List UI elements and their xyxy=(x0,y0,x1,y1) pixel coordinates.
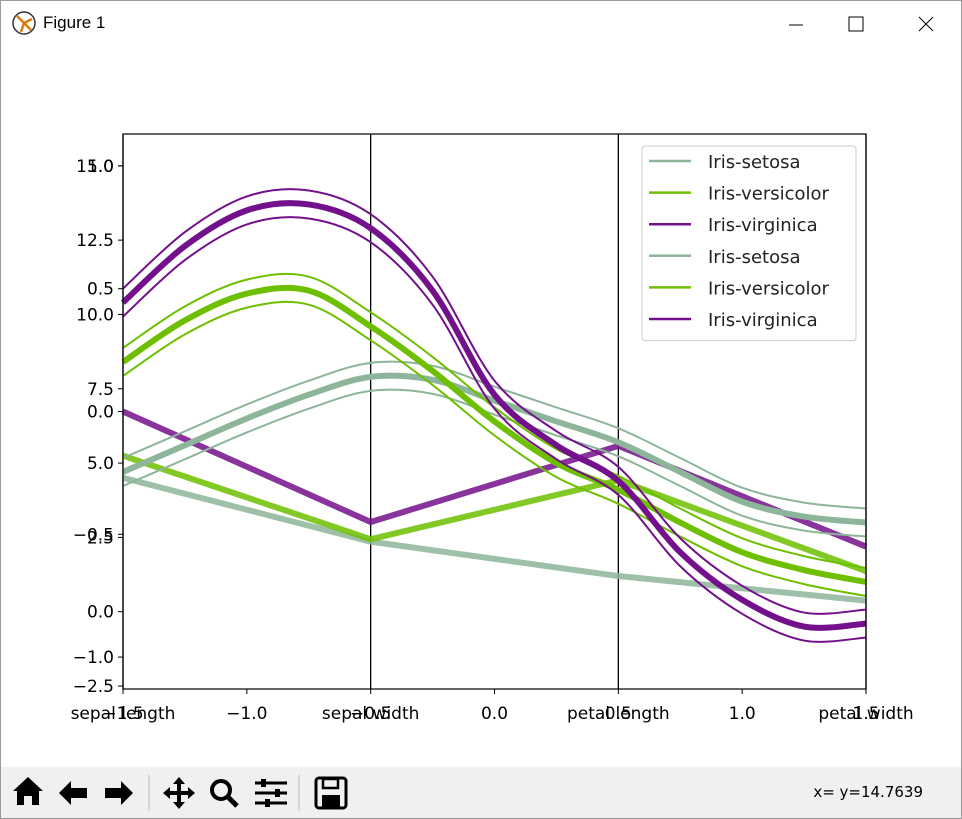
andrews-curve xyxy=(121,284,867,585)
close-button[interactable] xyxy=(918,16,934,32)
parallel-line xyxy=(121,408,868,550)
legend-label: Iris-setosa xyxy=(708,247,801,268)
andrews-curve xyxy=(122,216,867,643)
toolbar: x= y=14.7639 xyxy=(1,767,961,818)
x-tick-label: 1.5 xyxy=(852,704,879,724)
x-tick-label: 0.0 xyxy=(481,704,508,724)
maximize-button[interactable] xyxy=(848,16,864,32)
legend-label: Iris-versicolor xyxy=(708,184,830,205)
y-tick-label: 0.0 xyxy=(87,403,114,423)
pan-button[interactable] xyxy=(163,777,195,809)
x-tick-label: petal width xyxy=(818,704,913,724)
axes-frame xyxy=(122,133,867,690)
x-tick-label: 0.5 xyxy=(605,704,632,724)
x-tick-label: 1.0 xyxy=(729,704,756,724)
title-bar: Figure 1 xyxy=(1,1,961,47)
andrews-curve xyxy=(122,388,867,538)
andrews-curve xyxy=(122,300,867,597)
legend-label: Iris-virginica xyxy=(708,310,818,331)
y-tick-label: 12.5 xyxy=(76,231,114,251)
andrews-curve xyxy=(120,200,867,631)
configure-button[interactable] xyxy=(255,779,287,807)
x-tick-label: −1.5 xyxy=(102,704,143,724)
andrews-curve xyxy=(122,188,867,615)
x-tick-label: −0.5 xyxy=(350,704,391,724)
y-tick-label: 2.5 xyxy=(87,528,114,548)
x-tick-label: sepal length xyxy=(71,704,176,724)
y-tick-label: −1.0 xyxy=(73,648,114,668)
y-tick-label: 7.5 xyxy=(87,380,114,400)
andrews-curve xyxy=(122,360,867,510)
x-tick-label: sepal width xyxy=(322,704,420,724)
legend-label: Iris-virginica xyxy=(708,215,818,236)
y-tick-label: −2.5 xyxy=(73,677,114,697)
window-controls xyxy=(789,16,934,32)
legend-box xyxy=(641,145,857,342)
y-tick-label: 5.0 xyxy=(87,454,114,474)
y-tick-label: −0.5 xyxy=(73,525,114,545)
andrews-curve xyxy=(121,372,867,526)
window-title: Figure 1 xyxy=(43,13,106,32)
parallel-line xyxy=(122,474,867,604)
y-tick-label: 0.5 xyxy=(87,280,114,300)
y-tick-label: 15.0 xyxy=(76,157,114,177)
x-tick-label: −1.0 xyxy=(226,704,267,724)
figure: −1.0 −0.5 0.0 0.5 1.0 sepal length sepal width… xyxy=(71,133,914,724)
app-icon xyxy=(12,11,36,35)
back-button[interactable] xyxy=(59,781,87,805)
legend-label: Iris-setosa xyxy=(708,152,801,173)
forward-button[interactable] xyxy=(105,781,133,805)
home-button[interactable] xyxy=(13,777,43,805)
toolbar-buttons xyxy=(13,775,348,811)
zoom-button[interactable] xyxy=(210,779,239,808)
x-tick-label: petal length xyxy=(567,704,670,724)
status-text: x= y=14.7639 xyxy=(813,783,923,801)
save-button[interactable] xyxy=(314,776,348,810)
y-tick-label: 1.0 xyxy=(87,157,114,177)
legend-label: Iris-versicolor xyxy=(708,278,830,299)
y-tick-label: 0.0 xyxy=(87,603,114,623)
y-tick-label: 10.0 xyxy=(76,305,114,325)
parallel-line xyxy=(122,452,868,574)
